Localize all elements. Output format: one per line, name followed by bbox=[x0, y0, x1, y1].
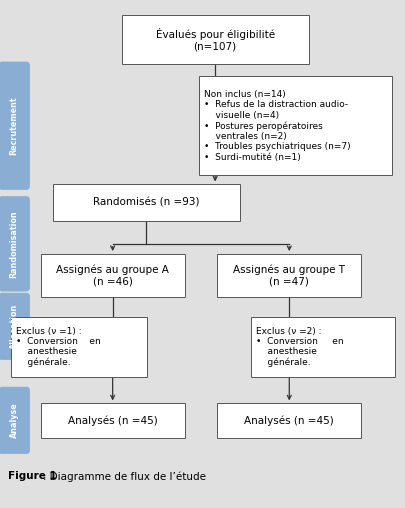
Text: Non inclus (n=14)
•  Refus de la distraction audio-
    visuelle (n=4)
•  Postur: Non inclus (n=14) • Refus de la distract… bbox=[203, 90, 350, 162]
Text: Recrutement: Recrutement bbox=[10, 97, 19, 155]
Text: Assignés au groupe A
(n =46): Assignés au groupe A (n =46) bbox=[56, 265, 169, 287]
Text: Allocation: Allocation bbox=[10, 304, 19, 349]
FancyBboxPatch shape bbox=[198, 76, 391, 175]
Text: Évalués pour éligibilité
(n=107): Évalués pour éligibilité (n=107) bbox=[155, 27, 274, 51]
FancyBboxPatch shape bbox=[0, 293, 30, 360]
FancyBboxPatch shape bbox=[217, 403, 360, 438]
FancyBboxPatch shape bbox=[250, 317, 394, 377]
FancyBboxPatch shape bbox=[53, 184, 239, 221]
Text: Figure 1: Figure 1 bbox=[8, 471, 57, 482]
FancyBboxPatch shape bbox=[0, 62, 30, 189]
Text: Analysés (n =45): Analysés (n =45) bbox=[68, 416, 157, 426]
Text: Randomisation: Randomisation bbox=[10, 210, 19, 278]
FancyBboxPatch shape bbox=[40, 254, 184, 297]
Text: . Diagramme de flux de l’étude: . Diagramme de flux de l’étude bbox=[43, 471, 205, 482]
Text: Analysés (n =45): Analysés (n =45) bbox=[244, 416, 333, 426]
FancyBboxPatch shape bbox=[40, 403, 184, 438]
FancyBboxPatch shape bbox=[0, 197, 30, 291]
Text: Randomisés (n =93): Randomisés (n =93) bbox=[93, 198, 199, 208]
FancyBboxPatch shape bbox=[217, 254, 360, 297]
FancyBboxPatch shape bbox=[122, 15, 308, 64]
FancyBboxPatch shape bbox=[11, 317, 147, 377]
FancyBboxPatch shape bbox=[0, 387, 30, 454]
Text: Analyse: Analyse bbox=[10, 402, 19, 438]
Text: Exclus (ν =1) :
•  Conversion    en
    anesthesie
    générale.: Exclus (ν =1) : • Conversion en anesthes… bbox=[16, 327, 101, 367]
Text: Assignés au groupe T
(n =47): Assignés au groupe T (n =47) bbox=[233, 265, 344, 287]
Text: Exclus (ν =2) :
•  Conversion     en
    anesthesie
    générale.: Exclus (ν =2) : • Conversion en anesthes… bbox=[255, 327, 343, 367]
